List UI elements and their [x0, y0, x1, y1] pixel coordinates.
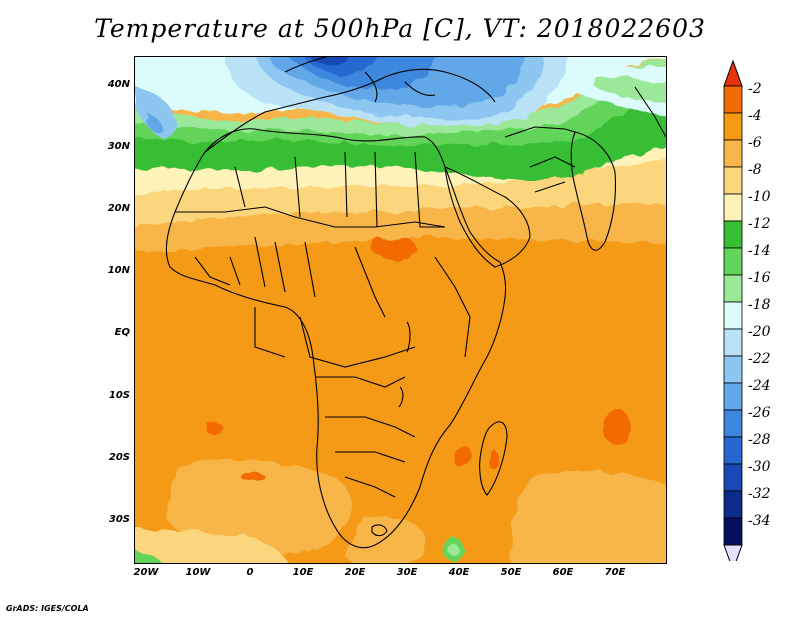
colorbar-label-minus-16: -16 — [748, 270, 771, 286]
lat-label-30n: 30N — [107, 141, 130, 152]
colorbar-box — [723, 301, 743, 330]
colorbar-box — [723, 517, 743, 546]
colorbar-box — [723, 355, 743, 384]
colorbar-label-minus-24: -24 — [748, 378, 771, 394]
lon-label-20w: 20W — [133, 567, 159, 578]
colorbar-box — [723, 85, 743, 114]
lon-label-50e: 50E — [500, 567, 522, 578]
lat-label-30s: 30S — [108, 514, 130, 525]
lat-label-10n: 10N — [107, 265, 130, 276]
lon-label-30e: 30E — [396, 567, 418, 578]
colorbar-box — [723, 463, 743, 492]
lon-label-10w: 10W — [185, 567, 211, 578]
colorbar — [723, 59, 743, 561]
colorbar-label-minus-6: -6 — [748, 135, 762, 151]
colorbar-box — [723, 436, 743, 465]
colorbar-box — [723, 274, 743, 303]
colorbar-label-minus-18: -18 — [748, 297, 771, 313]
lon-label-70e: 70E — [604, 567, 626, 578]
colorbar-box — [723, 247, 743, 276]
lon-label-40e: 40E — [448, 567, 470, 578]
colorbar-label-minus-2: -2 — [748, 81, 762, 97]
colorbar-box — [723, 220, 743, 249]
lat-label-40n: 40N — [107, 79, 130, 90]
lat-label-20s: 20S — [108, 452, 130, 463]
colorbar-label-minus-14: -14 — [748, 243, 771, 259]
colorbar-top-arrow — [723, 59, 743, 87]
lat-label-20n: 20N — [107, 203, 130, 214]
lon-label-0: 0 — [246, 567, 254, 578]
colorbar-label-minus-30: -30 — [748, 459, 771, 475]
colorbar-box — [723, 409, 743, 438]
colorbar-label-minus-20: -20 — [748, 324, 771, 340]
colorbar-box — [723, 328, 743, 357]
colorbar-label-minus-34: -34 — [748, 513, 771, 529]
colorbar-label-minus-10: -10 — [748, 189, 771, 205]
colorbar-box — [723, 139, 743, 168]
lon-label-10e: 10E — [292, 567, 314, 578]
colorbar-label-minus-8: -8 — [748, 162, 762, 178]
colorbar-label-minus-32: -32 — [748, 486, 771, 502]
map-title: Temperature at 500hPa [C], VT: 201802260… — [94, 14, 706, 43]
lat-label-10s: 10S — [108, 390, 130, 401]
colorbar-box — [723, 193, 743, 222]
colorbar-label-minus-26: -26 — [748, 405, 771, 421]
temperature-map — [135, 57, 666, 563]
colorbar-label-minus-12: -12 — [748, 216, 771, 232]
colorbar-box — [723, 382, 743, 411]
colorbar-box — [723, 166, 743, 195]
colorbar-label-minus-28: -28 — [748, 432, 771, 448]
colorbar-label-minus-22: -22 — [748, 351, 771, 367]
lat-label-eq: EQ — [114, 327, 130, 338]
coastlines — [165, 57, 666, 549]
colorbar-boxes — [723, 59, 743, 561]
grads-credit: GrADS: IGES/COLA — [6, 604, 89, 613]
map-panel — [134, 56, 667, 564]
colorbar-bottom-arrow — [723, 544, 743, 561]
colorbar-box — [723, 490, 743, 519]
lon-label-60e: 60E — [552, 567, 574, 578]
colorbar-label-minus-4: -4 — [748, 108, 762, 124]
temperature-contours — [135, 57, 666, 563]
colorbar-box — [723, 112, 743, 141]
lon-label-20e: 20E — [344, 567, 366, 578]
